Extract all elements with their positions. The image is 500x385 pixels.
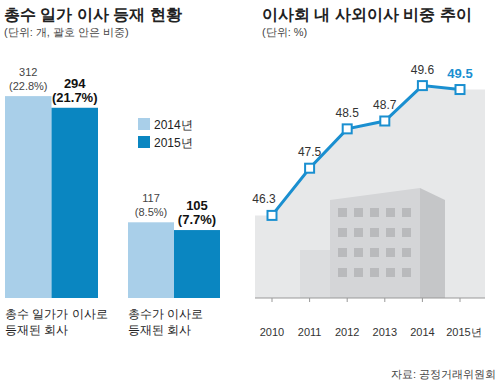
x-tick — [347, 298, 348, 302]
bar — [128, 222, 174, 298]
marker — [268, 211, 277, 220]
marker — [380, 117, 389, 126]
window — [370, 208, 379, 217]
x-tick — [422, 298, 423, 302]
data-label: 49.5 — [447, 66, 472, 81]
source: 자료: 공정거래위원회 — [391, 368, 496, 380]
data-label: 46.3 — [252, 192, 276, 206]
window — [402, 268, 411, 277]
x-axis — [255, 298, 485, 299]
window — [354, 228, 363, 237]
x-tick — [384, 298, 385, 302]
window — [354, 248, 363, 257]
bar — [5, 96, 52, 298]
share-label: (21.7%) — [52, 90, 98, 105]
window — [386, 268, 395, 277]
line — [272, 86, 460, 216]
x-tick — [272, 298, 273, 302]
canvas: 총수 일가 이사 등재 현황 (단위: 개, 괄호 안은 비중) 312 (22.8%… — [0, 0, 500, 385]
marker — [418, 81, 427, 90]
data-label: 49.6 — [411, 63, 435, 77]
window — [402, 248, 411, 257]
data-label: 117 — [142, 192, 160, 204]
x-tick-label: 2012 — [335, 326, 359, 338]
legend-swatch — [138, 136, 150, 148]
title: 이사회 내 사외이사 비중 추이 — [262, 6, 472, 23]
window — [386, 228, 395, 237]
window — [338, 228, 347, 237]
marker — [456, 85, 465, 94]
category-line: 총수가 이사로 — [128, 307, 203, 321]
window — [386, 208, 395, 217]
x-tick — [309, 298, 310, 302]
x-tick-label: 2015년 — [446, 326, 481, 338]
marker — [343, 124, 352, 133]
title: 총수 일가 이사 등재 현황 — [4, 6, 182, 23]
window — [338, 208, 347, 217]
share-label: (7.7%) — [178, 212, 216, 227]
data-label: 294 — [64, 76, 86, 91]
x-tick-label: 2011 — [298, 326, 322, 338]
share-label: (8.5%) — [135, 206, 167, 218]
category-line: 총수 일가가 이사로 — [5, 307, 108, 321]
category-line: 등재된 회사 — [128, 323, 191, 337]
window — [402, 228, 411, 237]
legend-label: 2015년 — [154, 136, 193, 150]
legend-label: 2014년 — [154, 118, 193, 132]
area — [255, 86, 485, 298]
category-label: 총수 일가가 이사로등재된 회사 — [5, 307, 108, 337]
plot — [255, 81, 485, 298]
building-side — [420, 188, 445, 298]
window — [354, 208, 363, 217]
data-label: 312 — [19, 66, 37, 78]
x-tick-label: 2010 — [260, 326, 284, 338]
window — [338, 268, 347, 277]
window — [370, 268, 379, 277]
building — [330, 188, 420, 298]
category-line: 등재된 회사 — [5, 323, 68, 337]
category-label: 총수가 이사로등재된 회사 — [128, 307, 203, 337]
window — [338, 248, 347, 257]
subtitle: (단위: %) — [262, 26, 307, 38]
data-label: 48.5 — [336, 106, 360, 120]
marker — [305, 164, 314, 173]
bars — [5, 96, 220, 298]
bar — [174, 230, 220, 298]
share-label: (22.8%) — [9, 80, 48, 92]
data-label: 105 — [186, 198, 208, 213]
window — [354, 268, 363, 277]
window — [402, 208, 411, 217]
building-low — [300, 250, 330, 298]
window — [370, 248, 379, 257]
building-decoration — [300, 188, 445, 298]
window — [370, 228, 379, 237]
x-tick — [460, 298, 461, 302]
data-label: 47.5 — [298, 145, 322, 159]
bar-labels: 312 (22.8%) 294(21.7%) 117 (8.5%) 105(7.7%) — [9, 66, 216, 227]
bar — [52, 108, 99, 298]
data-label: 48.7 — [373, 98, 397, 112]
x-tick-label: 2013 — [373, 326, 397, 338]
legend-swatch — [138, 118, 150, 130]
subtitle: (단위: 개, 괄호 안은 비중) — [4, 26, 129, 38]
x-tick-label: 2014 — [410, 326, 434, 338]
window — [386, 248, 395, 257]
